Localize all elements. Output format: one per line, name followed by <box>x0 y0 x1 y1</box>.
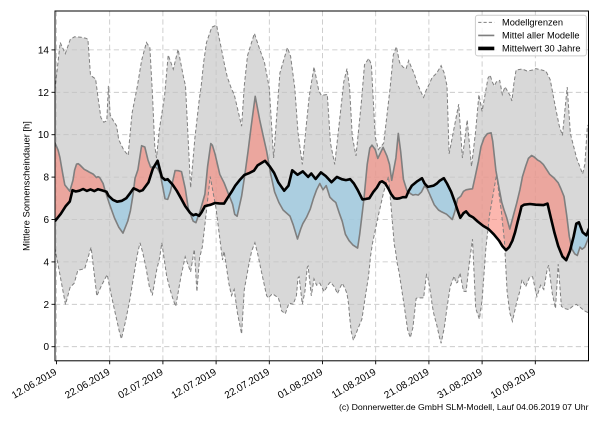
svg-text:Mittel aller Modelle: Mittel aller Modelle <box>502 31 580 41</box>
svg-text:10: 10 <box>38 130 50 141</box>
svg-text:Mittlere Sonnenscheindauer [h]: Mittlere Sonnenscheindauer [h] <box>21 121 32 251</box>
svg-text:0: 0 <box>43 342 49 353</box>
svg-text:8: 8 <box>43 173 49 184</box>
svg-text:6: 6 <box>43 215 49 226</box>
svg-text:14: 14 <box>38 45 50 56</box>
svg-text:12: 12 <box>38 88 50 99</box>
svg-text:4: 4 <box>43 257 49 268</box>
svg-text:Mittelwert 30 Jahre: Mittelwert 30 Jahre <box>502 44 581 54</box>
svg-text:Modellgrenzen: Modellgrenzen <box>502 18 563 28</box>
svg-text:2: 2 <box>43 300 49 311</box>
svg-text:(c) Donnerwetter.de GmbH SLM-M: (c) Donnerwetter.de GmbH SLM-Modell, Lau… <box>339 402 589 412</box>
